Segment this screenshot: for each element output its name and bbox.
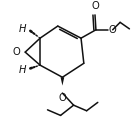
Text: O: O <box>109 25 117 35</box>
Text: O: O <box>13 47 21 57</box>
Polygon shape <box>61 77 64 86</box>
Text: O: O <box>91 1 99 11</box>
Text: H: H <box>19 65 26 75</box>
Text: H: H <box>19 24 26 34</box>
Text: O: O <box>58 93 66 103</box>
